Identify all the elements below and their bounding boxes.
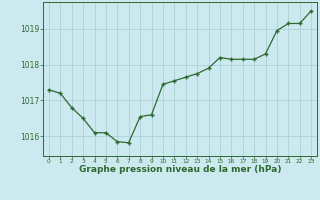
X-axis label: Graphe pression niveau de la mer (hPa): Graphe pression niveau de la mer (hPa) <box>79 165 281 174</box>
